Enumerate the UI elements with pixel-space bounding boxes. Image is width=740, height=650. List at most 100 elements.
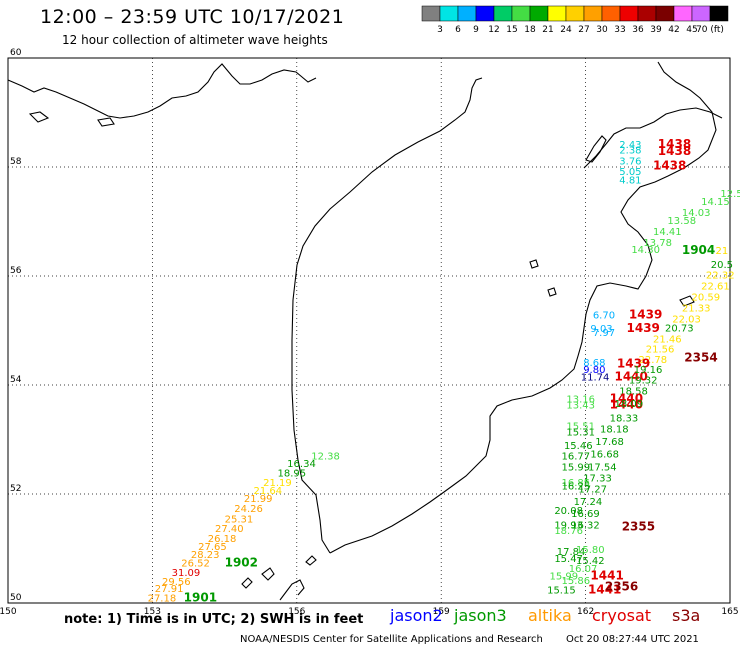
- wave-height-label: 13.78: [643, 238, 672, 249]
- wave-height-label: 15.46: [564, 441, 593, 452]
- wave-height-label: 2.43: [619, 140, 641, 151]
- wave-height-label: 16.32: [571, 520, 600, 531]
- pass-time-label: 1439: [627, 321, 660, 335]
- color-swatch: [673, 5, 693, 22]
- satellite-legend-altika: altika: [528, 606, 572, 625]
- coastline-kuril: [261, 567, 275, 581]
- color-swatch: [421, 5, 441, 22]
- satellite-legend-s3a: s3a: [672, 606, 701, 625]
- pass-time-label: 1440: [610, 397, 643, 411]
- coastline-island: [585, 135, 607, 163]
- color-legend-label: 3: [437, 25, 443, 35]
- lat-tick-label: 56: [10, 266, 22, 276]
- color-legend-label: 15: [506, 25, 517, 35]
- wave-height-label: 17.24: [574, 497, 603, 508]
- color-legend-label: 9: [473, 25, 479, 35]
- wave-height-label: 16.07: [569, 564, 598, 575]
- wave-height-label: 21.99: [244, 494, 273, 505]
- wave-height-label: 27.40: [215, 524, 244, 535]
- lon-tick-label: 165: [721, 607, 738, 617]
- wave-height-label: 15.99: [550, 572, 579, 583]
- map-frame: [7, 57, 731, 604]
- pass-time-label: 1441: [588, 583, 621, 597]
- pass-time-label: 2356: [605, 579, 638, 593]
- color-legend-label: 45: [686, 25, 697, 35]
- wave-height-label: 20.5: [711, 260, 733, 271]
- wave-height-label: 14.30: [631, 245, 660, 256]
- pass-time-label: 1904: [682, 243, 715, 257]
- color-swatch: [655, 5, 675, 22]
- wave-height-label: 15.42: [576, 556, 605, 567]
- wave-height-label: 19.32: [629, 375, 658, 386]
- map-gridlines: [8, 58, 730, 603]
- coastline-east-peninsula: [583, 107, 723, 169]
- color-swatch: [565, 5, 585, 22]
- wave-height-label: 17.33: [583, 473, 612, 484]
- color-legend-label: 6: [455, 25, 461, 35]
- wave-height-label: 9.03: [590, 324, 612, 335]
- pass-time-label: 1439: [617, 357, 650, 371]
- wave-height-label: 15.86: [562, 576, 591, 587]
- color-legend-label: 33: [614, 25, 625, 35]
- footer-note: note: 1) Time is in UTC; 2) SWH is in fe…: [64, 612, 364, 627]
- color-swatch: [511, 5, 531, 22]
- wave-height-label: 7.97: [593, 328, 615, 339]
- wave-height-label: 14.15: [701, 197, 730, 208]
- color-swatch: [601, 5, 621, 22]
- color-legend-label: 70 (ft): [696, 25, 724, 35]
- wave-height-label: 21.64: [253, 486, 282, 497]
- wave-height-label: 12.5: [720, 189, 740, 200]
- wave-height-label: 18.33: [610, 414, 639, 425]
- color-swatch: [691, 5, 711, 22]
- satellite-legend-jason3: jason3: [454, 606, 507, 625]
- wave-height-label: 28.23: [191, 550, 220, 561]
- wave-height-label: 31.09: [172, 568, 201, 579]
- wave-height-label: 16.68: [590, 449, 619, 460]
- coastline-north: [7, 63, 317, 119]
- wave-height-label: 22.03: [672, 314, 701, 325]
- wave-height-label: 19.93: [554, 520, 583, 531]
- wave-height-label: 17.68: [595, 437, 624, 448]
- wave-height-label: 21.19: [263, 478, 292, 489]
- color-legend-swatches: [421, 5, 729, 22]
- wave-height-label: 16.25: [562, 482, 591, 493]
- pass-time-label: 1902: [225, 555, 258, 569]
- wave-height-label: 6.70: [593, 311, 615, 322]
- latitude-tick-labels: 50 52 54 56 58 60: [10, 48, 22, 603]
- wave-height-label: 20.59: [691, 293, 720, 304]
- wave-height-label: 26.18: [208, 534, 237, 545]
- lat-tick-label: 52: [10, 484, 21, 494]
- wave-height-label: 21.56: [646, 344, 675, 355]
- wave-height-label: 18.76: [554, 526, 583, 537]
- wave-height-label: 27.18: [148, 593, 177, 604]
- wave-height-label: 17.27: [578, 484, 607, 495]
- wave-height-label: 2.38: [619, 145, 641, 156]
- coastline: [7, 61, 723, 601]
- color-legend-label: 24: [560, 25, 572, 35]
- pass-time-label: 1438: [658, 144, 691, 158]
- lat-tick-label: 50: [10, 593, 22, 603]
- wave-height-label: 15.51: [566, 422, 595, 433]
- pass-time-label: 2355: [622, 520, 655, 534]
- wave-height-label: 21.33: [682, 303, 711, 314]
- coastline-island: [97, 117, 115, 127]
- wave-height-label: 15.80: [576, 545, 605, 556]
- pass-time-label: 2354: [684, 351, 717, 365]
- color-swatch: [493, 5, 513, 22]
- wave-height-label: 21.46: [653, 334, 682, 345]
- lat-tick-label: 58: [10, 157, 22, 167]
- pass-time-label: 1439: [629, 308, 662, 322]
- color-swatch: [619, 5, 639, 22]
- lon-tick-label: 150: [0, 607, 17, 617]
- wave-height-label: 18.09: [614, 399, 643, 410]
- wave-height-label: 22.32: [706, 271, 735, 282]
- color-swatch: [547, 5, 567, 22]
- color-legend-label: 21: [542, 25, 553, 35]
- wave-height-label: 16.34: [287, 459, 316, 470]
- lat-tick-label: 54: [10, 375, 22, 385]
- color-swatch: [439, 5, 459, 22]
- color-swatch: [457, 5, 477, 22]
